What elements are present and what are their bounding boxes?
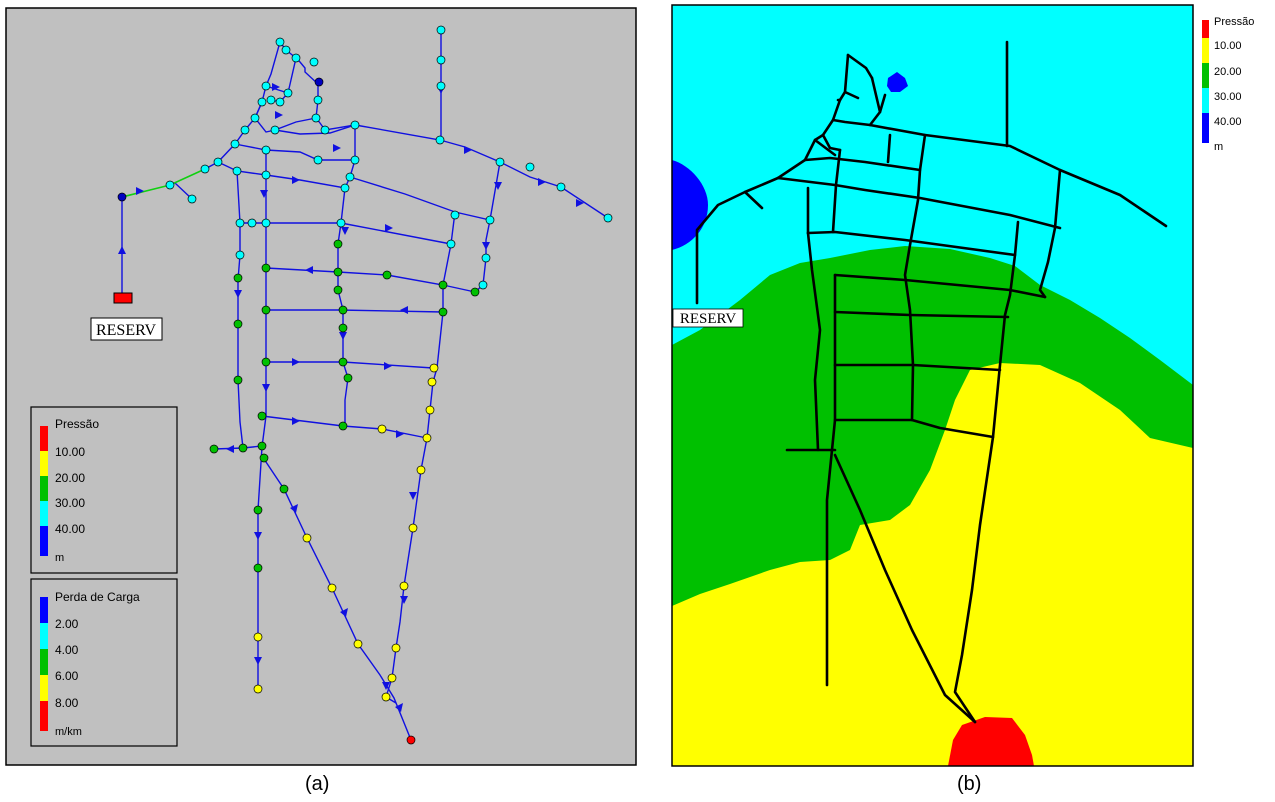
reservoir-label-box-b [672, 308, 744, 328]
pressure-legend-a-unit: m [55, 552, 64, 564]
panel-b-frame [671, 4, 1194, 767]
reservoir-label-box [90, 317, 163, 341]
headloss-legend-tick-8: 8.00 [55, 696, 79, 710]
pressure-legend-a-tick-10: 10.00 [55, 445, 85, 459]
pressure-zone-yellow [672, 363, 1193, 766]
headloss-legend-a: Perda de Carga 2.00 4.00 6.00 8.00 m/km [30, 578, 178, 747]
pressure-legend-b-tick-30: 30.00 [1214, 91, 1242, 103]
headloss-legend-title: Perda de Carga [55, 590, 140, 604]
pressure-legend-b-title: Pressão [1214, 16, 1254, 28]
headloss-legend-tick-4: 4.00 [55, 643, 79, 657]
pressure-legend-a: Pressão 10.00 20.00 30.00 40.00 m [30, 406, 178, 574]
headloss-legend-tick-6: 6.00 [55, 669, 79, 683]
pressure-legend-a-tick-20: 20.00 [55, 471, 85, 485]
caption-b: (b) [957, 773, 982, 795]
headloss-legend-unit: m/km [55, 726, 82, 738]
reservoir-label-b: RESERV [680, 311, 736, 327]
pressure-legend-b-tick-40: 40.00 [1214, 116, 1242, 128]
pressure-legend-b: Pressão 10.00 20.00 30.00 40.00 m [1202, 16, 1254, 153]
pressure-legend-a-tick-30: 30.00 [55, 496, 85, 510]
headloss-legend-tick-2: 2.00 [55, 617, 79, 631]
pressure-legend-a-tick-40: 40.00 [55, 522, 85, 536]
junction-nodes [117, 25, 613, 745]
pressure-legend-a-title: Pressão [55, 417, 99, 431]
pipe-network-b [695, 40, 1168, 724]
pressure-zone-red [948, 717, 1034, 766]
pressure-legend-b-tick-10: 10.00 [1214, 40, 1242, 52]
caption-a: (a) [305, 773, 330, 795]
pressure-legend-b-tick-20: 20.00 [1214, 66, 1242, 78]
reservoir-tank [113, 292, 133, 304]
reservoir-label: RESERV [96, 322, 157, 339]
panel-a: RESERV Pressão 10.00 20.00 30.00 40.00 m… [5, 7, 637, 766]
pressure-legend-b-unit: m [1214, 141, 1223, 153]
pressure-zone-blue-top [887, 72, 908, 92]
panel-b: RESERV Pressão 10.00 20.00 30.00 40.00 m [671, 4, 1254, 767]
